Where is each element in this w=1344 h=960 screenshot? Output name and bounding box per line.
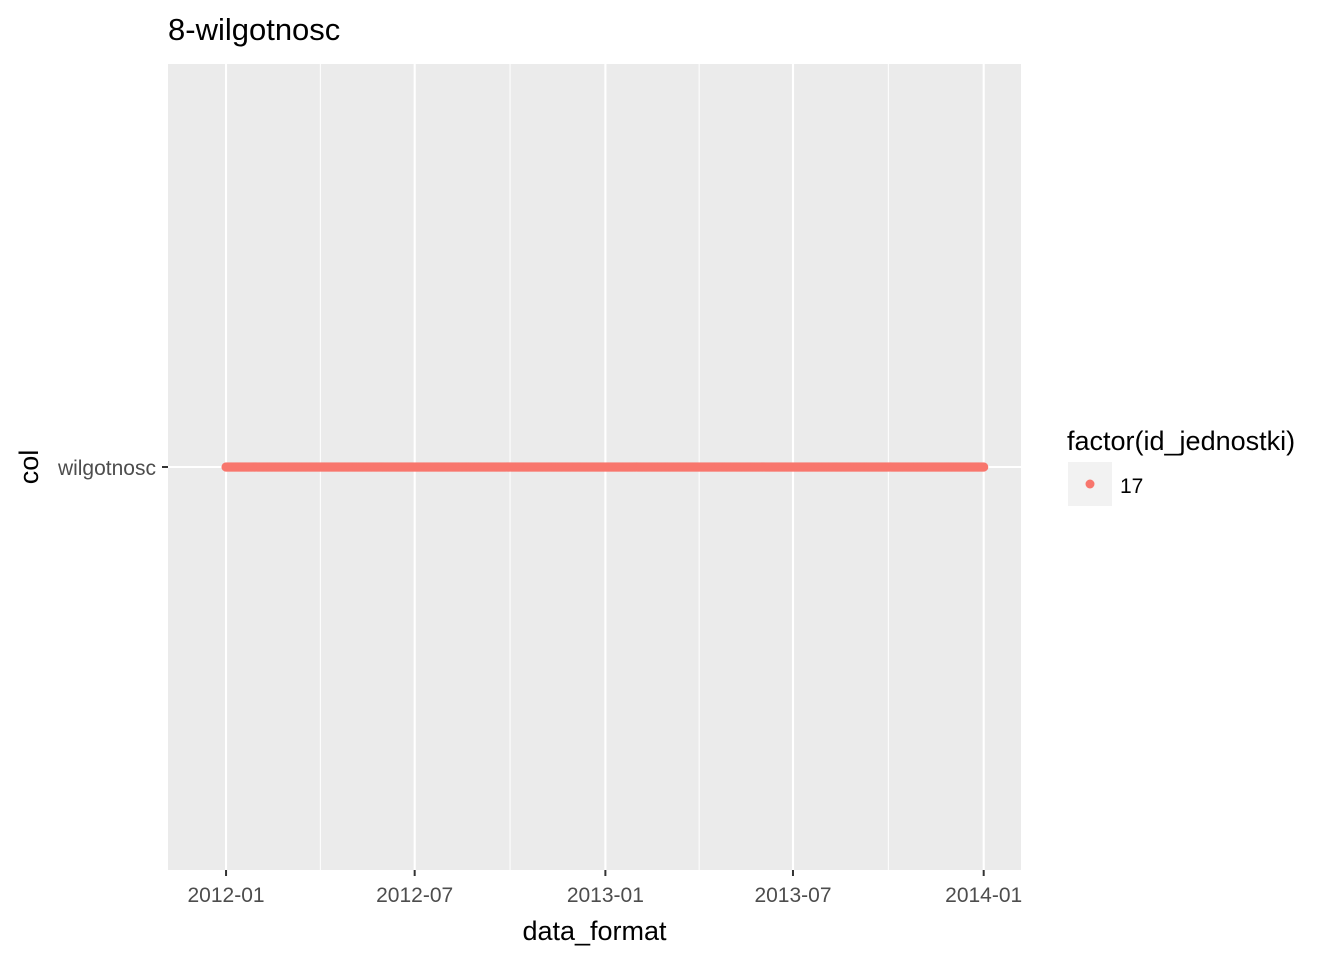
legend-key-point <box>1085 479 1095 489</box>
y-axis-title: col <box>14 450 44 485</box>
y-axis-ticks: wilgotnosc <box>57 457 168 480</box>
x-axis-title: data_format <box>522 916 667 946</box>
x-tick-label: 2013-07 <box>754 884 831 907</box>
x-axis-ticks: 2012-01 2012-07 2013-01 2013-07 2014-01 <box>188 870 1022 907</box>
legend: factor(id_jednostki) 17 <box>1067 426 1295 506</box>
y-tick-label: wilgotnosc <box>57 457 156 480</box>
legend-label: 17 <box>1120 475 1143 498</box>
chart-title: 8-wilgotnosc <box>168 12 340 47</box>
x-tick-label: 2014-01 <box>945 884 1022 907</box>
data-points <box>221 462 989 472</box>
x-tick-label: 2012-07 <box>376 884 453 907</box>
data-point <box>979 462 989 472</box>
x-tick-label: 2013-01 <box>567 884 644 907</box>
legend-title: factor(id_jednostki) <box>1067 426 1295 456</box>
x-tick-label: 2012-01 <box>188 884 265 907</box>
